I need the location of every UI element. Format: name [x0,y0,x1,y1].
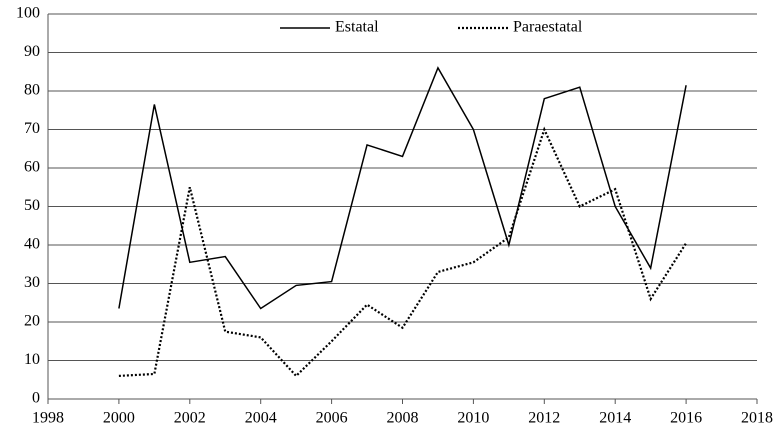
y-tick-label: 90 [24,43,40,60]
y-tick-label: 70 [24,120,40,137]
legend-label: Paraestatal [513,19,583,36]
x-tick-label: 2000 [103,410,135,427]
y-tick-label: 10 [24,351,40,368]
y-tick-label: 60 [24,159,40,176]
x-tick-label: 2014 [599,410,631,427]
series-line [118,126,688,378]
y-tick-label: 0 [32,390,40,407]
legend-label: Estatal [335,19,379,36]
series-line [118,66,687,310]
x-tick-label: 1998 [32,410,64,427]
x-tick-label: 2002 [174,410,206,427]
y-tick-label: 50 [24,197,40,214]
x-tick-label: 2018 [741,410,773,427]
y-tick-label: 40 [24,236,40,253]
x-tick-label: 2008 [387,410,419,427]
y-tick-label: 100 [16,5,40,22]
x-tick-label: 2004 [245,410,277,427]
x-tick-label: 2010 [457,410,489,427]
y-tick-label: 30 [24,274,40,291]
x-tick-label: 2012 [528,410,560,427]
x-tick-label: 2016 [670,410,702,427]
y-tick-label: 80 [24,82,40,99]
x-tick-label: 2006 [316,410,348,427]
y-tick-label: 20 [24,313,40,330]
